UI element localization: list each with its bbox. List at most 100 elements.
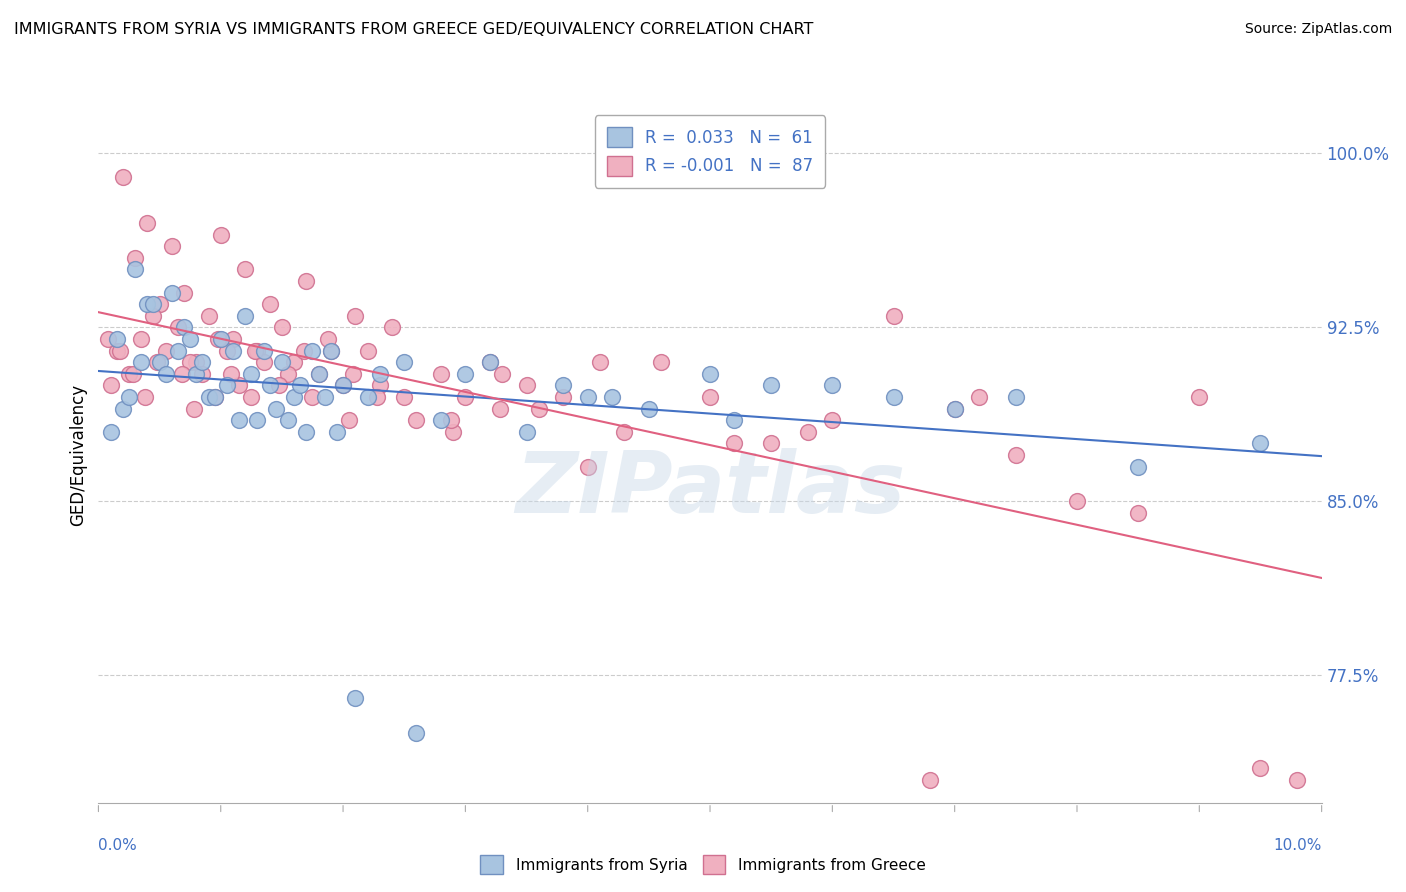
Point [215,378,238,392]
Point [264,401,287,416]
Point [943,401,966,416]
Point [269,378,291,392]
Point [478,355,501,369]
Point [270,355,294,369]
Point [344,309,367,323]
Point [197,309,219,323]
Point [295,425,318,439]
Point [100,425,122,439]
Point [478,355,501,369]
Point [243,343,266,358]
Point [228,413,250,427]
Y-axis label: GED/Equivalency: GED/Equivalency [69,384,87,526]
Point [246,413,269,427]
Point [167,320,190,334]
Point [301,343,323,358]
Point [160,239,183,253]
Point [179,332,201,346]
Point [179,355,201,369]
Point [314,390,336,404]
Point [308,367,330,381]
Point [430,367,453,381]
Point [943,401,966,416]
Point [516,378,538,392]
Point [723,436,745,450]
Point [613,425,636,439]
Point [290,378,312,392]
Point [920,772,942,787]
Point [118,390,141,404]
Point [366,390,388,404]
Point [292,343,315,358]
Point [173,285,195,300]
Point [121,367,143,381]
Point [129,355,152,369]
Point [105,332,128,346]
Point [589,355,612,369]
Point [110,343,132,358]
Point [430,413,453,427]
Point [295,274,318,288]
Point [207,332,229,346]
Point [516,425,538,439]
Point [761,378,783,392]
Point [111,169,134,184]
Point [405,413,427,427]
Point [191,355,214,369]
Point [155,343,177,358]
Point [136,297,159,311]
Point [233,309,256,323]
Point [553,378,575,392]
Point [167,343,190,358]
Point [136,216,159,230]
Text: IMMIGRANTS FROM SYRIA VS IMMIGRANTS FROM GREECE GED/EQUIVALENCY CORRELATION CHAR: IMMIGRANTS FROM SYRIA VS IMMIGRANTS FROM… [14,22,814,37]
Point [204,390,226,404]
Point [197,390,219,404]
Point [160,285,183,300]
Point [332,378,354,392]
Point [576,390,599,404]
Text: Source: ZipAtlas.com: Source: ZipAtlas.com [1244,22,1392,37]
Point [186,367,208,381]
Point [440,413,463,427]
Point [277,367,299,381]
Point [219,367,242,381]
Point [797,425,820,439]
Point [821,378,844,392]
Point [491,367,513,381]
Point [233,262,256,277]
Point [319,343,342,358]
Point [319,343,342,358]
Point [170,367,193,381]
Point [761,436,783,450]
Point [186,355,208,369]
Point [222,332,245,346]
Point [381,320,404,334]
Legend: Immigrants from Syria, Immigrants from Greece: Immigrants from Syria, Immigrants from G… [474,849,932,880]
Point [155,367,177,381]
Point [209,227,232,242]
Point [283,355,305,369]
Point [527,401,550,416]
Point [308,367,330,381]
Point [173,320,195,334]
Point [699,367,721,381]
Point [1004,448,1026,462]
Point [368,367,391,381]
Point [228,378,250,392]
Point [699,390,721,404]
Point [344,691,367,706]
Point [209,332,232,346]
Point [326,425,349,439]
Point [118,367,141,381]
Point [215,343,238,358]
Point [283,390,305,404]
Point [105,343,128,358]
Point [1128,459,1150,474]
Point [240,390,263,404]
Point [318,332,340,346]
Legend: R =  0.033   N =  61, R = -0.001   N =  87: R = 0.033 N = 61, R = -0.001 N = 87 [595,115,825,187]
Point [1286,772,1309,787]
Point [191,367,214,381]
Point [821,413,844,427]
